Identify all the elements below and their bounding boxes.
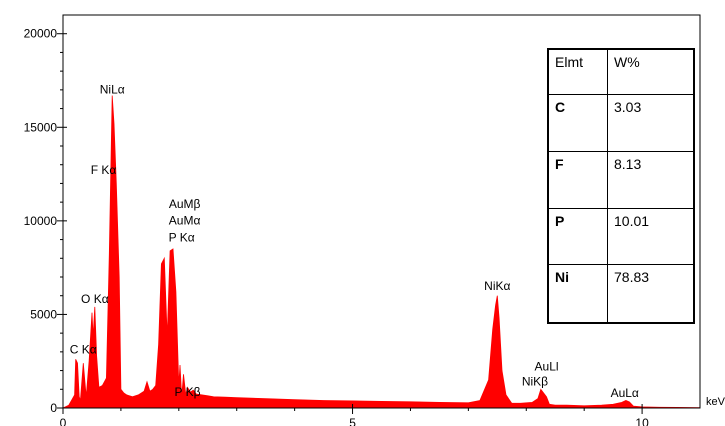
peak-label: C Kα <box>70 343 97 357</box>
y-tick-label: 10000 <box>24 214 58 228</box>
x-tick-label: 5 <box>349 416 356 426</box>
element-cell: P <box>547 207 608 266</box>
x-unit-label: keV <box>706 396 725 408</box>
header-elmt: Elmt <box>547 48 608 95</box>
peak-label: NiKβ <box>522 375 548 389</box>
y-tick-label: 20000 <box>24 27 58 41</box>
spectrum-series <box>62 95 701 409</box>
peak-label: P Kα <box>169 230 195 244</box>
element-cell: Ni <box>547 264 608 324</box>
value-cell: 3.03 <box>607 94 695 152</box>
x-tick-label: 10 <box>635 416 649 426</box>
peak-label: AuLl <box>535 360 559 374</box>
value-cell: 8.13 <box>607 150 695 209</box>
peak-label: P Kβ <box>174 385 200 399</box>
peak-label: NiKα <box>484 279 510 293</box>
table-row: C 3.03 <box>547 94 695 152</box>
value-cell: 10.01 <box>607 207 695 266</box>
header-wpct: W% <box>607 48 695 95</box>
table-row: F 8.13 <box>547 150 695 209</box>
y-tick-label: 0 <box>50 401 57 415</box>
element-cell: C <box>547 94 608 152</box>
peak-label: AuMβ <box>169 197 201 211</box>
weight-percent-table: Elmt W% C 3.03 F 8.13 P 10.01 Ni 78.83 <box>547 48 695 324</box>
table-header-row: Elmt W% <box>547 48 695 95</box>
element-cell: F <box>547 150 608 209</box>
value-cell: 78.83 <box>607 264 695 324</box>
table-row: Ni 78.83 <box>547 264 695 324</box>
peak-label: O Kα <box>81 292 109 306</box>
table-row: P 10.01 <box>547 207 695 266</box>
y-tick-label: 5000 <box>30 307 57 321</box>
peak-label: AuLα <box>611 386 639 400</box>
plot-frame <box>62 14 701 409</box>
peak-label: AuMα <box>169 214 201 228</box>
x-tick-label: 0 <box>60 416 67 426</box>
y-tick-label: 15000 <box>24 120 58 134</box>
peak-label: NiLα <box>100 83 125 97</box>
peak-label: F Kα <box>91 163 117 177</box>
